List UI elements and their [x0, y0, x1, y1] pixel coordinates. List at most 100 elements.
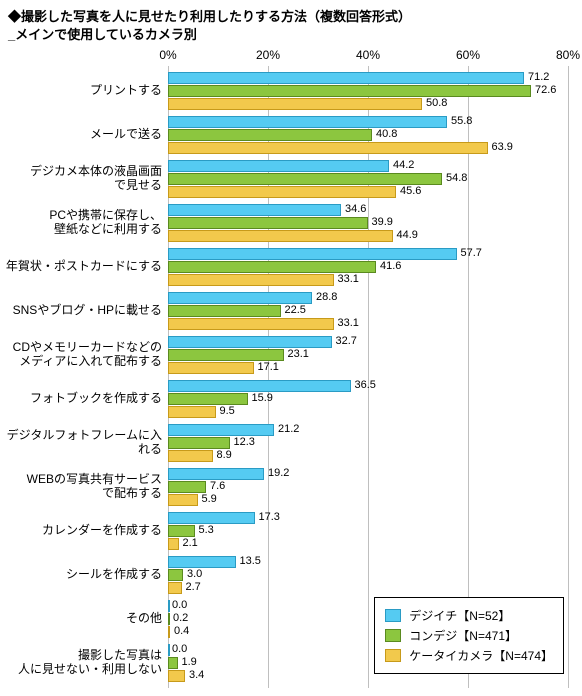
value-label: 17.1 — [258, 361, 279, 373]
bar — [168, 230, 393, 242]
bar-row: 71.2 — [168, 72, 568, 84]
bar — [168, 670, 185, 682]
bar — [168, 217, 368, 229]
value-label: 28.8 — [316, 291, 337, 303]
value-label: 22.5 — [285, 304, 306, 316]
value-label: 39.9 — [372, 216, 393, 228]
bar — [168, 644, 170, 656]
category-label: WEBの写真共有サービスで配布する — [2, 474, 162, 502]
bar — [168, 248, 457, 260]
x-axis-tick: 80% — [556, 48, 580, 62]
value-label: 3.0 — [187, 568, 202, 580]
category-group: シールを作成する13.53.02.7 — [168, 556, 568, 594]
bar-row: 28.8 — [168, 292, 568, 304]
x-axis-tick: 60% — [456, 48, 480, 62]
bar-row: 2.7 — [168, 582, 568, 594]
bar — [168, 186, 396, 198]
x-axis-tick: 0% — [159, 48, 176, 62]
bar-row: 7.6 — [168, 481, 568, 493]
value-label: 2.1 — [183, 537, 198, 549]
bar — [168, 569, 183, 581]
bar-row: 5.3 — [168, 525, 568, 537]
value-label: 5.9 — [202, 493, 217, 505]
category-label: シールを作成する — [2, 568, 162, 582]
bar-row: 44.9 — [168, 230, 568, 242]
bar-row: 12.3 — [168, 437, 568, 449]
legend-item: コンデジ【N=471】 — [385, 627, 553, 644]
legend-swatch — [385, 629, 401, 642]
bar — [168, 582, 182, 594]
value-label: 17.3 — [259, 511, 280, 523]
bar — [168, 336, 332, 348]
category-group: フォトブックを作成する36.515.99.5 — [168, 380, 568, 418]
category-label: カレンダーを作成する — [2, 524, 162, 538]
value-label: 55.8 — [451, 115, 472, 127]
bar-row: 50.8 — [168, 98, 568, 110]
bar-row: 15.9 — [168, 393, 568, 405]
bar-row: 40.8 — [168, 129, 568, 141]
bar-row: 57.7 — [168, 248, 568, 260]
bar — [168, 512, 255, 524]
bar-row: 55.8 — [168, 116, 568, 128]
x-axis: 0%20%40%60%80% — [168, 48, 568, 66]
bar-row: 33.1 — [168, 318, 568, 330]
bar — [168, 292, 312, 304]
bar — [168, 525, 195, 537]
category-group: プリントする71.272.650.8 — [168, 72, 568, 110]
value-label: 2.7 — [186, 581, 201, 593]
category-group: SNSやブログ・HPに載せる28.822.533.1 — [168, 292, 568, 330]
chart-title-line2: _メインで使用しているカメラ別 — [8, 27, 197, 42]
legend: デジイチ【N=52】コンデジ【N=471】ケータイカメラ【N=474】 — [374, 597, 564, 674]
legend-item: デジイチ【N=52】 — [385, 607, 553, 624]
legend-label: デジイチ【N=52】 — [409, 607, 510, 624]
x-axis-tick: 20% — [256, 48, 280, 62]
category-group: 年賀状・ポストカードにする57.741.633.1 — [168, 248, 568, 286]
bar-row: 32.7 — [168, 336, 568, 348]
value-label: 32.7 — [336, 335, 357, 347]
bar-row: 63.9 — [168, 142, 568, 154]
value-label: 44.2 — [393, 159, 414, 171]
bar — [168, 160, 389, 172]
bar — [168, 274, 334, 286]
bar — [168, 406, 216, 418]
legend-swatch — [385, 649, 401, 662]
category-label: 撮影した写真は人に見せない・利用しない — [2, 650, 162, 678]
value-label: 36.5 — [355, 379, 376, 391]
bar-row: 2.1 — [168, 538, 568, 550]
bar — [168, 556, 236, 568]
bar — [168, 173, 442, 185]
category-group: CDやメモリーカードなどのメディアに入れて配布する32.723.117.1 — [168, 336, 568, 374]
bar — [168, 600, 170, 612]
category-group: WEBの写真共有サービスで配布する19.27.65.9 — [168, 468, 568, 506]
value-label: 40.8 — [376, 128, 397, 140]
bar — [168, 349, 284, 361]
value-label: 0.4 — [174, 625, 189, 637]
bar-row: 8.9 — [168, 450, 568, 462]
bar-row: 21.2 — [168, 424, 568, 436]
bar — [168, 362, 254, 374]
bar-row: 5.9 — [168, 494, 568, 506]
value-label: 7.6 — [210, 480, 225, 492]
value-label: 8.9 — [217, 449, 232, 461]
value-label: 1.9 — [182, 656, 197, 668]
bar-row: 36.5 — [168, 380, 568, 392]
bar — [168, 380, 351, 392]
plot-area: プリントする71.272.650.8メールで送る55.840.863.9デジカメ… — [168, 66, 568, 682]
bar-row: 72.6 — [168, 85, 568, 97]
bar-row: 45.6 — [168, 186, 568, 198]
bar-row: 17.1 — [168, 362, 568, 374]
category-group: メールで送る55.840.863.9 — [168, 116, 568, 154]
bar — [168, 657, 178, 669]
legend-swatch — [385, 609, 401, 622]
value-label: 72.6 — [535, 84, 556, 96]
bar — [168, 72, 524, 84]
value-label: 9.5 — [220, 405, 235, 417]
bar — [168, 142, 488, 154]
category-label: CDやメモリーカードなどのメディアに入れて配布する — [2, 342, 162, 370]
gridline — [568, 66, 569, 688]
bar — [168, 494, 198, 506]
bar — [168, 437, 230, 449]
bar — [168, 538, 179, 550]
value-label: 63.9 — [492, 141, 513, 153]
bar — [168, 424, 274, 436]
